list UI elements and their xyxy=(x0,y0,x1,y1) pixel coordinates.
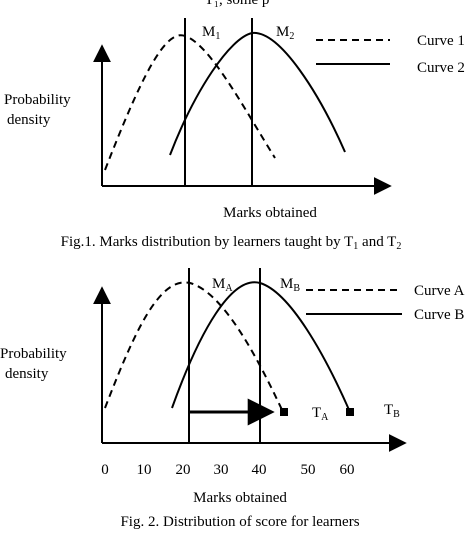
fig2-tick-50: 50 xyxy=(301,462,316,478)
fig1-caption: Fig.1. Marks distribution by learners ta… xyxy=(61,234,402,252)
fig1-curve-1 xyxy=(104,34,276,171)
fig2-curve-a-end-marker xyxy=(280,408,288,416)
fig1-ylabel-line-1: Probability xyxy=(4,92,71,108)
figure-2: MA MB TA TB Curve A Curve B Probability … xyxy=(0,268,465,530)
fig2-ma-label: MA xyxy=(212,276,233,294)
fig2-ta-label: TA xyxy=(312,405,329,423)
fig2-ylabel-line-1: Probability xyxy=(0,346,67,362)
fig1-curve-2 xyxy=(169,31,346,156)
fig2-caption: Fig. 2. Distribution of score for learne… xyxy=(120,514,359,530)
figure-1: M1 M2 Curve 1 Curve 2 Probability densit… xyxy=(4,18,465,252)
legend-label-curve-1: Curve 1 xyxy=(417,33,465,49)
fig1-m1-label: M1 xyxy=(202,24,220,42)
fig2-tb-label: TB xyxy=(384,402,400,420)
fig2-mb-label: MB xyxy=(280,276,300,294)
fig2-ylabel-line-2: density xyxy=(5,366,49,382)
top-cut-text: T₁, some p xyxy=(205,0,270,8)
fig1-ylabel-line-2: density xyxy=(7,112,51,128)
fig2-tick-0: 0 xyxy=(101,462,109,478)
fig2-curve-a xyxy=(104,281,284,413)
fig1-m2-label: M2 xyxy=(276,24,294,42)
fig1-xlabel: Marks obtained xyxy=(223,205,317,221)
legend-label-curve-b: Curve B xyxy=(414,307,464,323)
fig2-tick-60: 60 xyxy=(340,462,355,478)
fig2-tick-40: 40 xyxy=(252,462,267,478)
fig2-xlabel: Marks obtained xyxy=(193,490,287,506)
fig2-tick-30: 30 xyxy=(214,462,229,478)
fig2-tick-10: 10 xyxy=(137,462,152,478)
legend-label-curve-2: Curve 2 xyxy=(417,60,465,76)
fig2-curve-b-end-marker xyxy=(346,408,354,416)
legend-label-curve-a: Curve A xyxy=(414,283,465,299)
fig2-tick-20: 20 xyxy=(176,462,191,478)
